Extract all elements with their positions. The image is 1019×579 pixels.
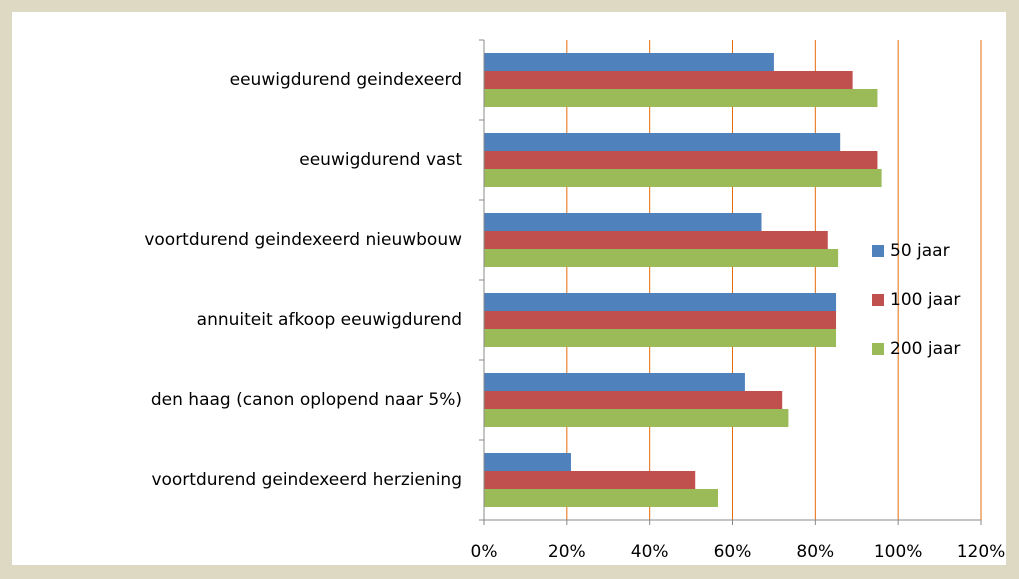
bar — [484, 293, 837, 311]
bar — [484, 71, 853, 89]
x-tick-label: 0% — [471, 542, 498, 562]
legend-label: 200 jaar — [890, 339, 960, 359]
category-label: den haag (canon oplopend naar 5%) — [151, 390, 462, 410]
category-label: annuiteit afkoop eeuwigdurend — [197, 310, 462, 330]
bar — [484, 231, 828, 249]
bar — [484, 453, 571, 471]
bar — [484, 133, 841, 151]
bar — [484, 489, 719, 507]
category-label: eeuwigdurend geindexeerd — [230, 70, 462, 90]
bar — [484, 471, 696, 489]
bar — [484, 151, 878, 169]
x-tick-label: 100% — [874, 542, 923, 562]
legend-label: 50 jaar — [890, 241, 950, 261]
bar — [484, 329, 837, 347]
x-tick-label: 40% — [631, 542, 669, 562]
legend-label: 100 jaar — [890, 290, 960, 310]
bar — [484, 89, 878, 107]
x-tick-label: 120% — [957, 542, 1006, 562]
category-label: voortdurend geindexeerd nieuwbouw — [144, 230, 462, 250]
legend-swatch — [872, 343, 884, 355]
bar — [484, 311, 837, 329]
category-label: voortdurend geindexeerd herziening — [151, 470, 462, 490]
bar — [484, 409, 789, 427]
bar — [484, 169, 882, 187]
legend-swatch — [872, 245, 884, 257]
bar — [484, 213, 762, 231]
x-tick-label: 60% — [714, 542, 752, 562]
x-tick-label: 80% — [796, 542, 834, 562]
bar — [484, 373, 745, 391]
bar — [484, 53, 774, 71]
x-tick-label: 20% — [548, 542, 586, 562]
legend-swatch — [872, 294, 884, 306]
bar — [484, 249, 839, 267]
category-label: eeuwigdurend vast — [299, 150, 462, 170]
bar — [484, 391, 783, 409]
